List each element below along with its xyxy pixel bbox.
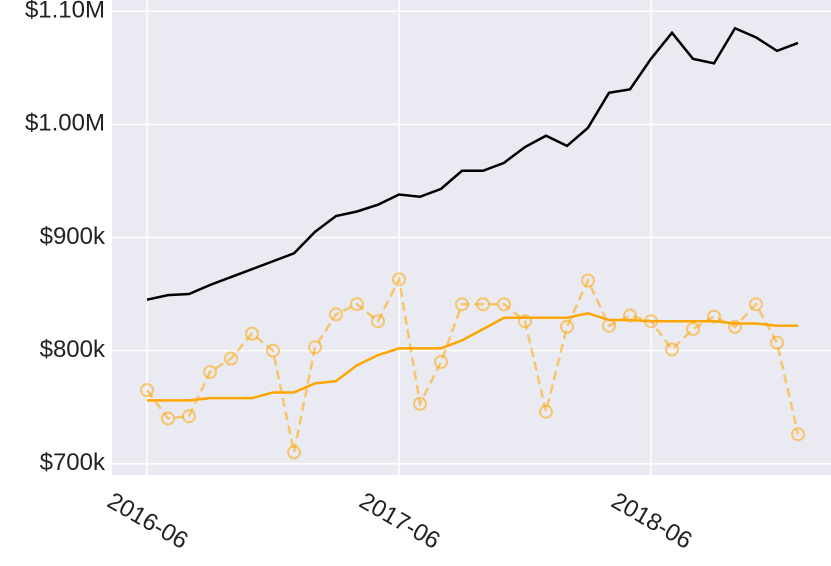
point-marker [266,343,280,358]
point-marker [140,383,154,398]
point-marker [728,319,742,334]
x-tick-label: 2018-06 [607,487,697,554]
point-marker [392,272,406,287]
point-marker [581,273,595,288]
point-marker [203,365,217,380]
point-marker [371,314,385,329]
point-marker [539,404,553,419]
point-marker [770,335,784,350]
point-marker [518,314,532,329]
point-marker [560,319,574,334]
y-tick-label: $1.10M [25,0,105,24]
point-marker [455,297,469,312]
point-marker [434,354,448,369]
y-tick-label: $900k [40,223,106,250]
point-marker [287,445,301,460]
point-marker [308,340,322,355]
point-marker [476,297,490,312]
point-marker [665,342,679,357]
point-marker [686,322,700,337]
x-tick-label: 2016-06 [103,487,193,554]
series-line [145,275,800,453]
series-line [146,26,799,301]
y-tick-label: $700k [40,449,106,476]
point-marker [161,411,175,426]
y-tick-label: $1.00M [25,110,105,137]
point-marker [413,396,427,411]
point-marker [224,351,238,366]
x-tick-label: 2017-06 [355,487,445,554]
point-marker [749,297,763,312]
y-tick-label: $800k [40,336,106,363]
point-marker [329,307,343,322]
series-line [147,311,798,402]
point-marker [497,297,511,312]
point-marker [791,427,805,442]
point-marker [182,409,196,424]
point-marker [245,326,259,341]
point-marker [707,309,721,324]
point-marker [623,308,637,323]
point-marker [350,297,364,312]
